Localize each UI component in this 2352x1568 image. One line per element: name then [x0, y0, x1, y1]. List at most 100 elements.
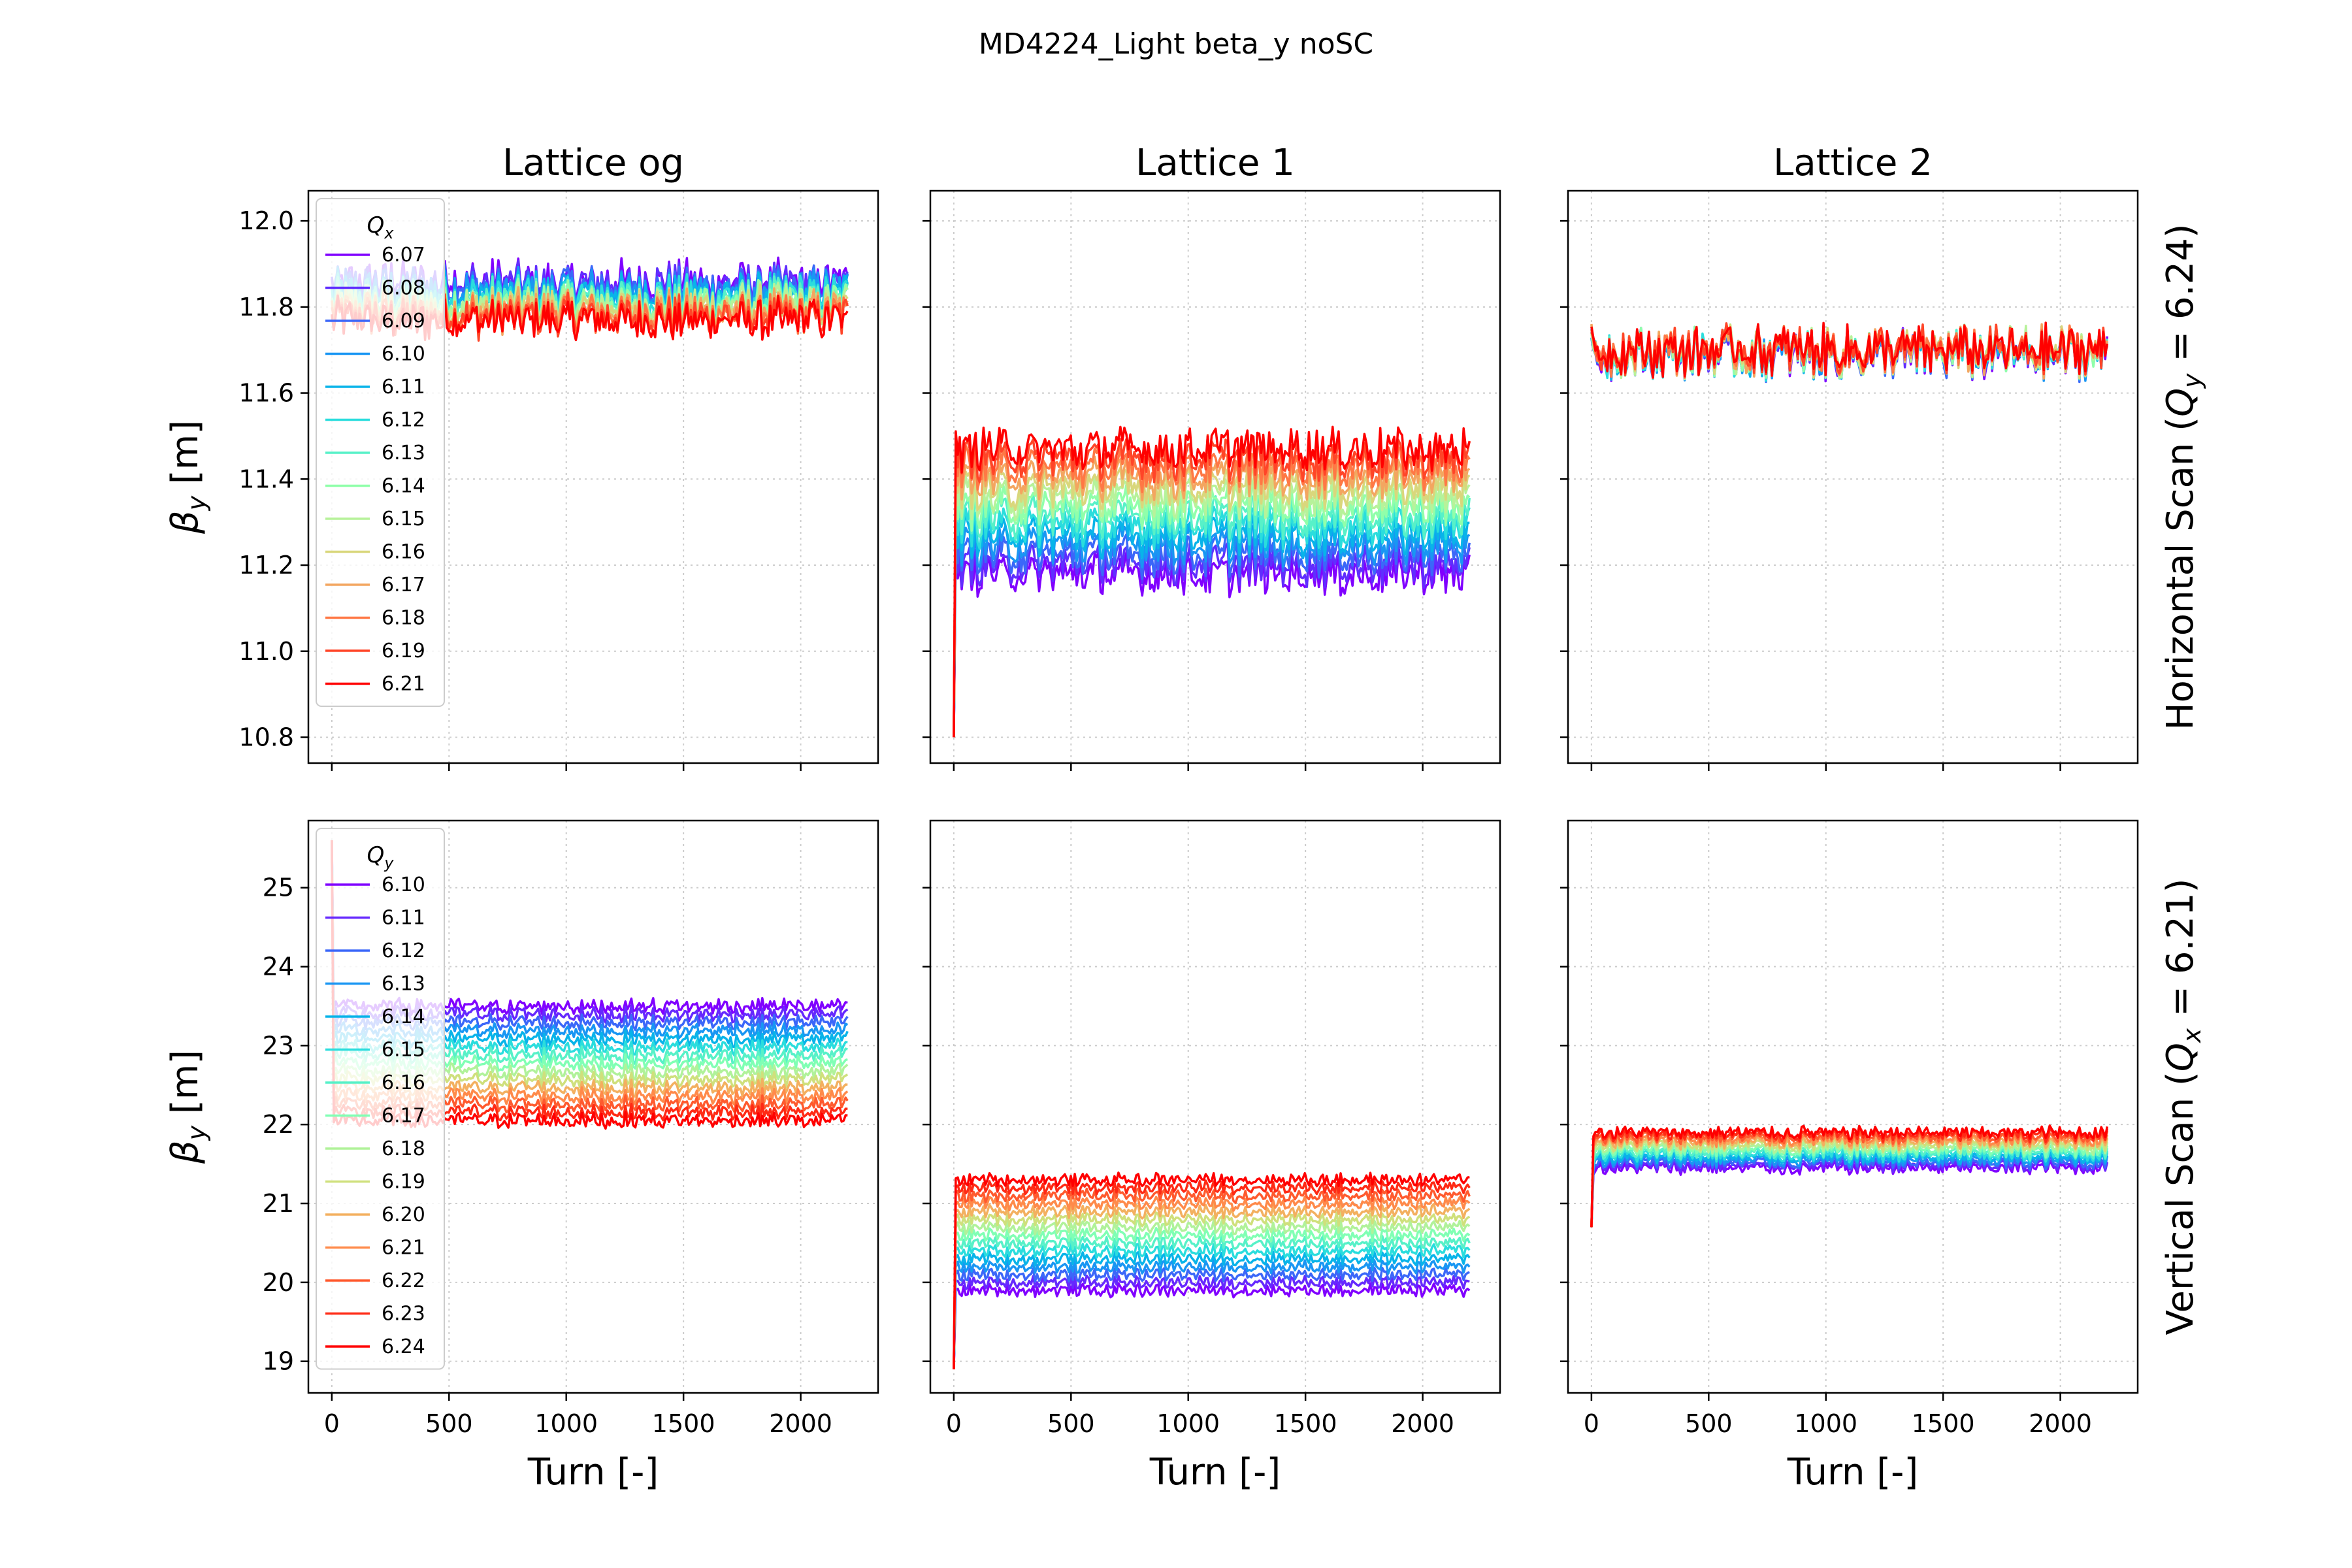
legend-entry: 6.23 [382, 1303, 425, 1326]
legend-entry: 6.14 [382, 1005, 425, 1028]
legend-entry: 6.22 [382, 1269, 425, 1292]
legend-entry: 6.10 [382, 343, 425, 366]
legend-entry: 6.13 [382, 442, 425, 465]
series-line-6.10 [953, 1282, 1471, 1369]
legend-title: Qy [367, 842, 395, 872]
legend-entry: 6.15 [382, 508, 425, 531]
x-tick-label: 2000 [2029, 1409, 2092, 1438]
y-axis-label: βy [m] [164, 420, 211, 534]
legend-entry: 6.11 [382, 907, 425, 930]
series-line-6.14 [953, 1250, 1471, 1369]
legend-entry: 6.15 [382, 1039, 425, 1062]
legend-box [316, 198, 445, 707]
column-title: Lattice 2 [1773, 142, 1933, 184]
legend-entry: 6.21 [382, 673, 425, 696]
series-line-6.24 [953, 1171, 1470, 1369]
y-tick-label: 11.8 [238, 293, 294, 321]
column-title: Lattice 1 [1135, 142, 1295, 184]
panel-vertical-1: 0 500 1000 1500 2000 19 20 21 22 23 24 25 Turn [-] βy… [164, 819, 879, 1494]
x-tick-label: 500 [425, 1409, 473, 1438]
panel-horizontal-3: Lattice 2 Horizontal Scan (Qy = 6.24) [1560, 142, 2206, 771]
series-line-6.12 [1590, 1154, 2109, 1228]
legend: Qy6.10 6.11 6.12 6.13 6.14 6.15 6.16 6.17 6.18 6.… [316, 828, 445, 1370]
x-tick-label: 1000 [534, 1409, 598, 1438]
series-line-6.11 [953, 1274, 1470, 1369]
series-line-6.21 [953, 425, 1471, 738]
x-tick-label: 1500 [1912, 1409, 1975, 1438]
series-line-6.13 [953, 1259, 1471, 1369]
y-tick-label: 24 [263, 953, 294, 981]
x-tick-label: 0 [946, 1409, 962, 1438]
legend-entry: 6.19 [382, 1171, 425, 1194]
axes-frame [929, 819, 1501, 1394]
x-tick-label: 1000 [1794, 1409, 1857, 1438]
y-tick-label: 11.6 [238, 379, 294, 408]
series-line-6.21 [1590, 321, 2109, 379]
legend-entry: 6.10 [382, 874, 425, 896]
y-tick-label: 20 [263, 1268, 294, 1297]
legend-entry: 6.16 [382, 541, 425, 564]
legend-entry: 6.08 [382, 277, 425, 300]
x-tick-label: 1500 [652, 1409, 715, 1438]
panel-vertical-2: 0 500 1000 1500 2000 Turn [-] [923, 819, 1501, 1494]
series-line-6.15 [953, 1242, 1471, 1369]
y-axis-label: βy [m] [164, 1050, 211, 1164]
legend-entry: 6.20 [382, 1203, 425, 1226]
panels-group: 10.8 11.0 11.2 11.4 11.6 11.8 12.0 Lattice og βy… [164, 142, 2206, 1494]
legend-entry: 6.17 [382, 574, 425, 596]
legend-entry: 6.19 [382, 640, 425, 662]
y-tick-label: 11.4 [238, 465, 294, 493]
legend-entry: 6.11 [382, 376, 425, 399]
legend-entry: 6.07 [382, 244, 425, 267]
legend-entry: 6.18 [382, 1137, 425, 1160]
legend-entry: 6.21 [382, 1237, 425, 1260]
series-line-6.20 [953, 1203, 1471, 1369]
series-line-6.22 [953, 1187, 1471, 1369]
x-tick-label: 0 [324, 1409, 340, 1438]
series-line-6.16 [953, 1235, 1471, 1369]
legend: Qx6.07 6.08 6.09 6.10 6.11 6.12 6.13 6.14 6.15 6.… [316, 198, 445, 707]
x-axis-label: Turn [-] [1149, 1451, 1281, 1494]
series-line-6.23 [953, 1179, 1471, 1369]
x-tick-label: 1000 [1156, 1409, 1220, 1438]
series-line-6.18 [953, 1219, 1471, 1369]
axes-frame [1567, 819, 2139, 1394]
y-tick-label: 25 [263, 874, 294, 902]
series-line-6.24 [1590, 1124, 2109, 1228]
row-label: Vertical Scan (Qx = 6.21) [2159, 879, 2206, 1335]
legend-entry: 6.09 [382, 310, 425, 333]
y-tick-label: 22 [263, 1110, 294, 1139]
y-tick-label: 11.2 [238, 551, 294, 580]
y-tick-label: 10.8 [238, 723, 294, 751]
legend-entry: 6.12 [382, 409, 425, 432]
series-line-6.21 [1590, 1132, 2108, 1228]
series-line-6.17 [953, 1226, 1471, 1369]
figure-title: MD4224_Light beta_y noSC [979, 27, 1373, 61]
x-tick-label: 2000 [769, 1409, 832, 1438]
series-line-6.19 [953, 1211, 1471, 1369]
x-tick-label: 0 [1584, 1409, 1599, 1438]
series-line-6.07 [953, 550, 1471, 738]
x-axis-label: Turn [-] [527, 1451, 659, 1494]
column-title: Lattice og [502, 142, 684, 184]
legend-entry: 6.12 [382, 939, 425, 962]
legend-title: Qx [367, 212, 395, 242]
panel-horizontal-2: Lattice 1 [923, 142, 1501, 771]
y-tick-label: 19 [263, 1347, 294, 1376]
y-tick-label: 12.0 [238, 206, 294, 235]
legend-entry: 6.14 [382, 475, 425, 498]
axes-frame [1567, 189, 2139, 764]
x-tick-label: 500 [1685, 1409, 1733, 1438]
series-line-6.21 [953, 1195, 1471, 1369]
y-tick-label: 23 [263, 1031, 294, 1060]
axes-frame [307, 189, 879, 764]
y-tick-label: 21 [263, 1189, 294, 1218]
row-label: Horizontal Scan (Qy = 6.24) [2159, 223, 2206, 730]
x-tick-label: 2000 [1391, 1409, 1454, 1438]
x-axis-label: Turn [-] [1787, 1451, 1918, 1494]
legend-entry: 6.17 [382, 1105, 425, 1128]
axes-frame [307, 819, 879, 1394]
legend-box [316, 828, 445, 1370]
legend-entry: 6.16 [382, 1071, 425, 1094]
